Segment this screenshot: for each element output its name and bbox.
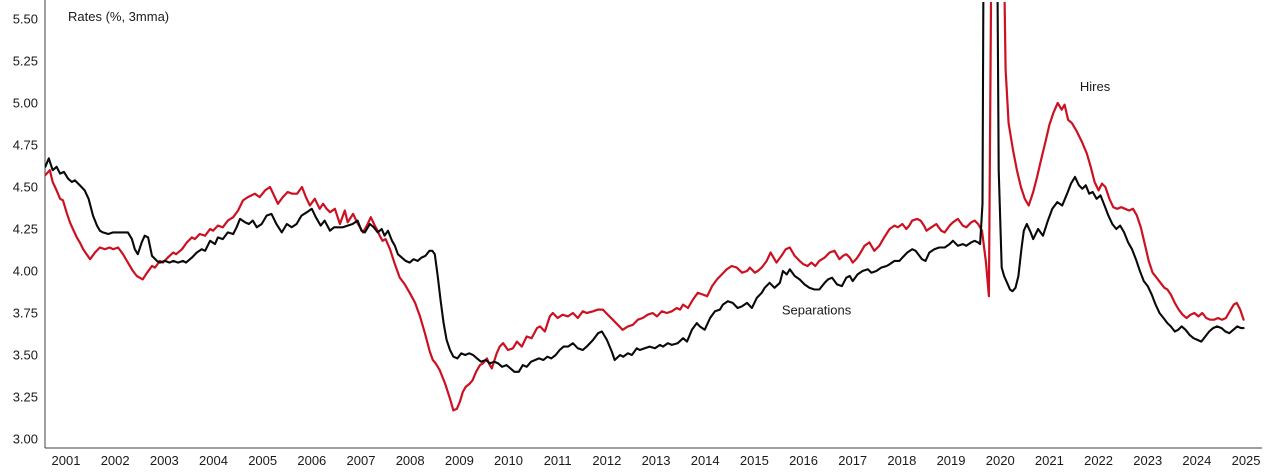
x-tick-label: 2008 [396,453,425,468]
y-tick-label: 5.50 [13,12,38,27]
x-tick-label: 2004 [199,453,228,468]
x-tick-label: 2006 [297,453,326,468]
series-line-hires [45,2,1245,412]
x-tick-label: 2007 [347,453,376,468]
series-label-hires: Hires [1080,79,1111,94]
x-tick-label: 2017 [838,453,867,468]
x-tick-label: 2009 [445,453,474,468]
x-tick-label: 2015 [740,453,769,468]
x-tick-label: 2023 [1133,453,1162,468]
y-tick-label: 5.25 [13,54,38,69]
y-tick-label: 3.25 [13,390,38,405]
x-tick-label: 2001 [52,453,81,468]
x-tick-label: 2020 [986,453,1015,468]
x-tick-label: 2003 [150,453,179,468]
x-tick-label: 2011 [544,453,572,468]
y-axis-tick-labels: 5.50 5.25 5.00 4.75 4.50 4.25 4.00 3.75 3.50 3.25… [13,12,38,447]
x-tick-label: 2024 [1182,453,1211,468]
x-tick-label: 2018 [887,453,916,468]
x-axis-tick-labels: 2001 2002 2003 2004 2005 2006 2007 2008 2009 2010… [52,453,1261,468]
x-tick-label: 2016 [789,453,818,468]
series-lines [45,2,1245,412]
series-line-separations [45,2,1245,373]
x-tick-label: 2014 [691,453,720,468]
y-tick-label: 4.25 [13,222,38,237]
series-label-separations: Separations [782,303,852,318]
y-tick-label: 4.50 [13,180,38,195]
x-tick-label: 2010 [494,453,523,468]
y-tick-label: 3.00 [13,432,38,447]
x-tick-label: 2005 [248,453,277,468]
x-tick-label: 2022 [1084,453,1113,468]
x-tick-label: 2019 [937,453,966,468]
chart-title: Rates (%, 3mma) [68,9,169,24]
x-tick-label: 2025 [1232,453,1261,468]
x-tick-label: 2021 [1035,453,1064,468]
axes [44,0,1262,449]
y-tick-label: 3.50 [13,348,38,363]
y-tick-label: 5.00 [13,96,38,111]
y-tick-label: 4.75 [13,138,38,153]
x-tick-label: 2012 [592,453,621,468]
x-tick-label: 2002 [101,453,130,468]
x-tick-label: 2013 [642,453,671,468]
y-tick-label: 4.00 [13,264,38,279]
y-tick-label: 3.75 [13,306,38,321]
